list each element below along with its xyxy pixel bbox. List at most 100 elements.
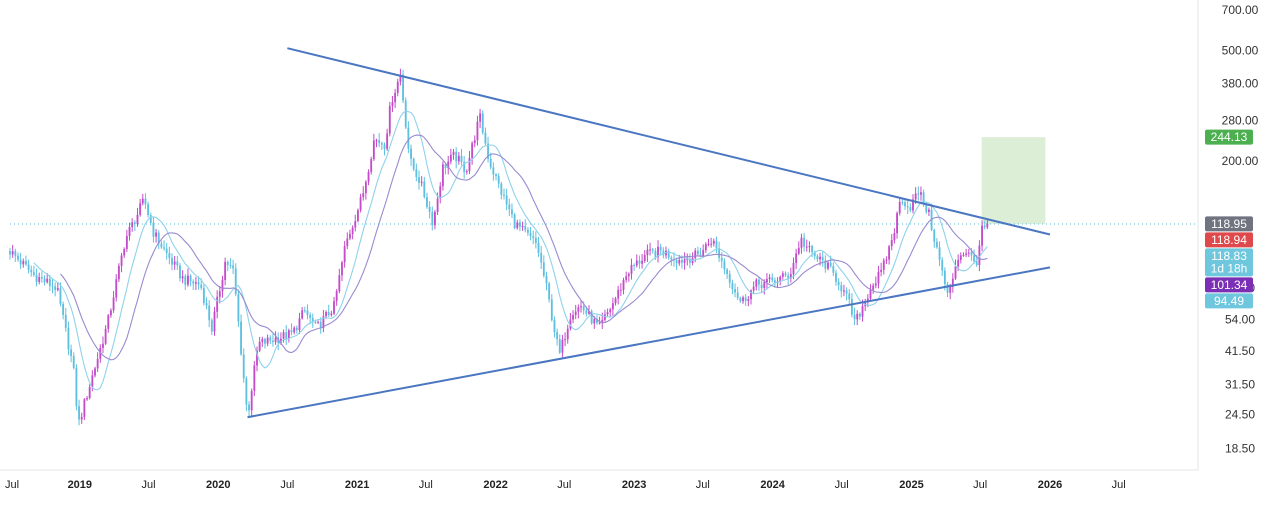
candle-body: [86, 398, 88, 400]
candle-body: [824, 260, 827, 269]
candle: [269, 335, 272, 345]
candle-body: [109, 310, 112, 316]
candle-body: [444, 164, 447, 169]
candle: [760, 280, 763, 293]
candle-body: [588, 311, 590, 314]
candle: [928, 207, 930, 216]
candle: [789, 267, 792, 283]
candle: [874, 276, 877, 289]
candle-body: [102, 343, 104, 348]
candle: [569, 313, 572, 331]
candle-body: [317, 321, 320, 323]
candle: [548, 281, 551, 303]
candle-body: [816, 256, 819, 260]
candle: [187, 268, 189, 287]
target-zone-box[interactable]: [981, 137, 1046, 224]
candle-body: [805, 246, 808, 248]
support-trendline[interactable]: [247, 266, 1051, 419]
candle-body: [954, 266, 957, 279]
candle-body: [216, 296, 219, 312]
candle-body: [542, 262, 545, 276]
candle: [75, 364, 78, 411]
candle: [657, 240, 659, 263]
candle-body: [813, 252, 816, 257]
candle-body: [877, 271, 880, 284]
target-zone-layer: [981, 137, 1046, 224]
candle-body: [423, 181, 426, 198]
candle-body: [229, 264, 232, 266]
candle-body: [925, 204, 928, 212]
candle-body: [580, 306, 582, 308]
candle: [824, 255, 827, 273]
candle: [362, 186, 365, 201]
candle-body: [938, 247, 941, 260]
candle-body: [232, 265, 235, 269]
candle-body: [970, 252, 973, 256]
candle: [290, 323, 293, 336]
candle-body: [755, 279, 758, 287]
candle: [48, 274, 51, 291]
candle-body: [43, 278, 46, 283]
candle-body: [572, 314, 574, 320]
candle: [30, 265, 33, 277]
candle: [32, 265, 35, 277]
candle: [808, 241, 811, 253]
candle-body: [957, 259, 960, 267]
candle-body: [909, 207, 912, 211]
candle-body: [306, 310, 309, 315]
candle: [572, 310, 574, 324]
candle: [394, 88, 397, 108]
candle: [489, 152, 492, 170]
candle: [609, 307, 612, 318]
candle-body: [165, 248, 168, 254]
y-tick-label: 31.50: [1225, 377, 1255, 391]
candle-body: [574, 311, 577, 315]
time-scale[interactable]: Jul 2019 Jul 2020 Jul 2021 Jul 2022 Jul 2023 Jul 20…: [5, 479, 1126, 491]
candle-body: [274, 337, 277, 343]
candle-body: [893, 233, 896, 241]
candle-body: [78, 406, 80, 420]
candle-body: [797, 247, 800, 254]
candle: [675, 257, 678, 271]
candle: [237, 289, 240, 328]
candle-body: [285, 332, 288, 339]
candle-body: [710, 243, 713, 245]
candle-body: [633, 264, 636, 266]
candle-body: [619, 289, 622, 291]
candle-body: [789, 273, 792, 279]
candle: [479, 108, 482, 129]
candle: [402, 69, 404, 104]
candle: [330, 310, 333, 317]
candle-body: [951, 278, 954, 287]
candle: [171, 253, 173, 271]
candle-body: [981, 225, 983, 246]
price-tag-background: [1205, 248, 1253, 277]
candle: [965, 248, 968, 258]
candle-body: [104, 328, 107, 344]
candle-body: [133, 222, 136, 224]
candle-body: [51, 285, 54, 287]
candle: [845, 287, 848, 301]
candle-body: [269, 337, 272, 341]
candle: [463, 156, 466, 179]
candle-body: [497, 175, 500, 184]
candle: [189, 274, 192, 287]
candle-body: [192, 281, 195, 284]
candle-body: [949, 286, 952, 293]
candle: [447, 155, 450, 175]
candle: [293, 326, 296, 335]
candle: [750, 289, 752, 305]
candle-body: [513, 214, 516, 229]
candle-body: [553, 320, 556, 333]
candle: [213, 307, 216, 336]
resistance-trendline[interactable]: [287, 47, 1051, 236]
candle: [593, 316, 596, 329]
candle: [920, 186, 922, 201]
candle: [707, 238, 710, 247]
candle: [909, 203, 912, 213]
candle: [556, 328, 559, 346]
candle-body: [75, 367, 78, 407]
